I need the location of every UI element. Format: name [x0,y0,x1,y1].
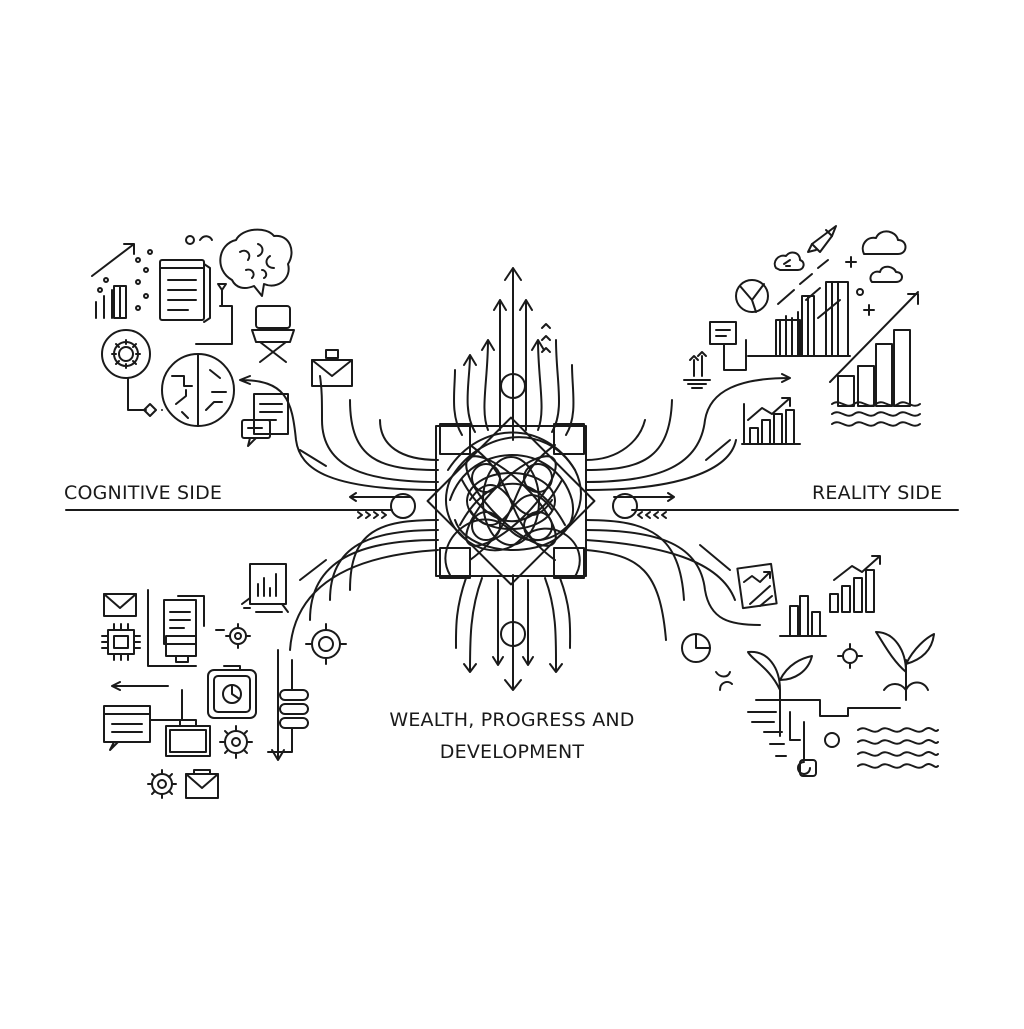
gear-icon [102,330,150,378]
pie-chart-icon [736,280,768,312]
reality-side-label: REALITY SIDE [812,482,943,504]
plus-marks [846,257,874,315]
chair-icon [252,306,294,362]
root-system-icon [748,700,900,776]
bar-small-icon [780,596,826,636]
briefcase-icon [166,720,210,756]
database-icon [268,650,308,760]
left-connectors [240,376,438,650]
report-icon [250,564,288,612]
growth-arrow-icon [830,292,918,382]
arrow-left-connector [112,590,196,690]
central-knot [391,374,637,646]
trend-chart-icon [92,244,152,318]
bottom-arrows [456,575,570,690]
center-caption-line-1: WEALTH, PROGRESS AND [389,709,635,731]
bar-chart-icon [748,282,850,356]
clipboard-icon [164,596,204,644]
pen-icon [196,284,232,344]
plug-icon [684,352,710,388]
envelope-icon [312,350,352,386]
tablet-chart-icon [737,564,776,608]
note-icon [710,322,746,370]
center-caption-line-2: DEVELOPMENT [439,741,585,763]
folder-mail-icon [186,770,218,798]
top-arrows [454,268,574,440]
rocket-icon [808,226,836,252]
target-icon [306,624,346,664]
right-connectors [586,374,790,640]
bar-wave-icon [832,330,920,426]
mail-icon [104,594,136,616]
center-caption: WEALTH, PROGRESS AND DEVELOPMENT [330,704,694,768]
cloud-icon [775,231,906,282]
sun-icon [838,644,862,668]
gear-double-icon [148,726,252,798]
plant-icon [748,632,934,736]
computer-icon [166,630,224,662]
line-bar-chart-icon [742,398,800,444]
document-chat-icon [242,394,288,446]
growth-chart-icon [830,556,880,612]
horizontal-axis [66,493,958,518]
safe-icon [208,666,256,718]
wave-icon [858,728,938,768]
cognitive-side-label: COGNITIVE SIDE [64,482,223,504]
book-icon [160,260,210,322]
brain-map-icon [128,354,234,426]
chip-icon [102,624,140,660]
brain-icon [186,230,292,296]
pie-small-icon [682,634,732,690]
gear-small-icon [226,598,250,648]
